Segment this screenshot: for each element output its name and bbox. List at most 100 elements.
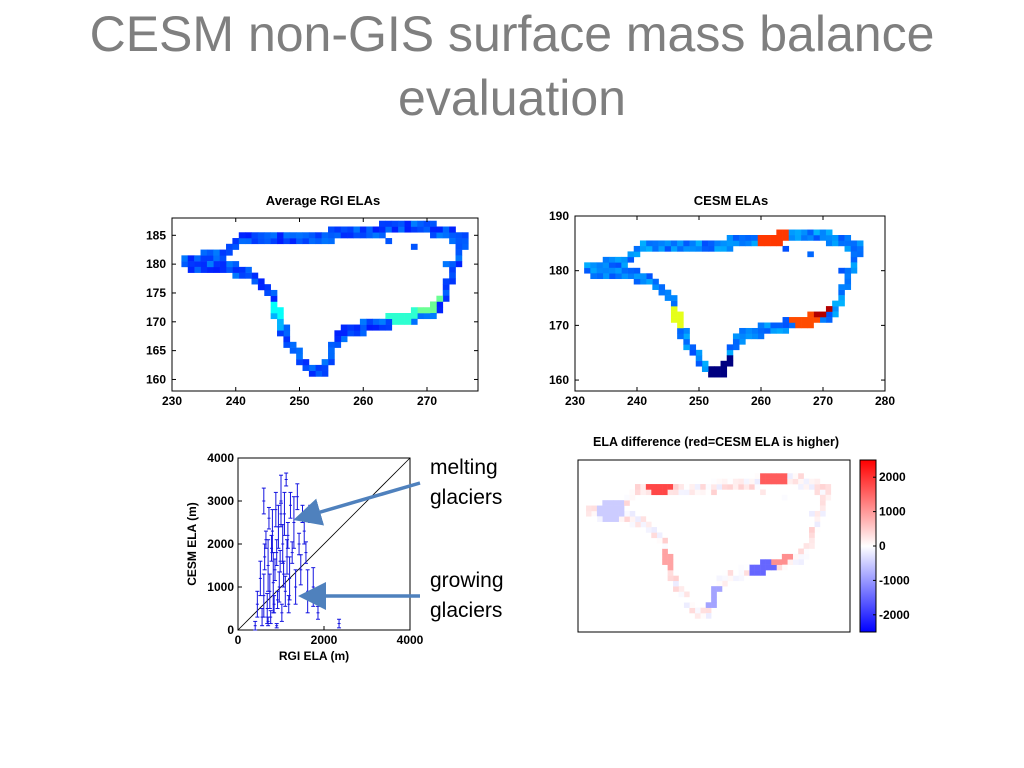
grid-cell [359,232,367,239]
grid-cell [726,349,734,356]
grid-cell [232,238,240,245]
grid-cell [739,327,746,334]
grid-cell [739,235,746,241]
grid-cell [726,355,734,362]
growing-glaciers-label: growing glaciers [430,566,504,626]
grid-cell [751,327,759,334]
grid-cell [283,330,291,337]
grid-cell [277,307,284,314]
grid-cell [596,262,604,269]
grid-cell [398,220,405,227]
grid-cell [754,564,761,571]
grid-cell [652,278,659,285]
grid-cell [257,284,265,291]
grid-cell [700,484,706,490]
x-tick-label: 270 [417,394,437,408]
grid-cell [787,559,794,565]
grid-cell [321,364,329,371]
grid-cell [436,232,444,239]
grid-cell [807,322,814,329]
grid-cell [850,251,858,258]
grid-cell [283,336,291,343]
grid-cell [423,307,431,314]
grid-cell [315,364,322,371]
grid-cell [639,245,647,252]
grid-cell [379,324,386,331]
grid-cell [608,267,616,274]
grid-cell [819,505,826,512]
y-axis-label: CESM ELA (m) [185,502,199,586]
grid-cell [809,543,815,549]
grid-cell [391,220,399,227]
grid-cell [257,238,265,245]
grid-cell [662,543,668,549]
colorbar-tick-label: -1000 [879,573,910,587]
grid-cell [334,226,342,233]
grid-cell [423,226,431,233]
grid-cell [651,532,658,539]
grid-cell [711,489,717,496]
grid-cell [689,602,696,608]
grid-cell [844,273,852,280]
grid-cell [436,226,444,233]
grid-cell [302,238,310,245]
grid-cell [639,240,647,247]
grid-cell [347,324,354,331]
grid-cell [340,330,348,337]
grid-cell [819,500,826,506]
grid-cell [732,484,739,490]
grid-cell [232,261,240,268]
grid-cell [745,327,752,334]
grid-cell [591,516,598,522]
grid-cell [627,273,635,280]
grid-cell [683,338,690,345]
grid-cell [624,516,630,522]
grid-cell [277,324,284,331]
grid-cell [765,564,772,571]
grid-cell [315,238,322,245]
grid-cell [634,516,641,522]
grid-cell [633,273,641,280]
grid-cell [430,307,437,314]
grid-cell [372,324,380,331]
grid-cell [714,240,721,247]
grid-cell [844,278,852,285]
grid-cell [765,478,772,485]
grid-cell [770,478,777,485]
grid-cell [596,267,604,274]
grid-cell [658,284,666,290]
grid-cell [245,238,252,245]
grid-cell [613,510,619,517]
grid-cell [200,255,208,262]
grid-cell [602,510,609,517]
growing-line-2: glaciers [430,599,503,622]
grid-cell [640,489,647,496]
grid-cell [645,484,652,490]
grid-cell [662,489,668,496]
grid-cell [615,256,622,263]
grid-cell [803,478,810,485]
grid-cell [825,494,832,501]
grid-cell [436,301,444,308]
grid-cell [656,532,663,539]
grid-cell [794,317,802,323]
grid-cell [745,333,752,340]
grid-cell [449,261,456,268]
grid-cell [430,220,437,227]
grid-cell [781,553,788,560]
grid-cell [226,266,233,273]
grid-cell [645,489,652,496]
grid-cells [586,473,832,619]
grid-cell [391,313,399,320]
grid-cell [673,489,679,496]
grid-cell [629,521,636,528]
grid-cell [584,267,591,274]
grid-cell [722,575,728,582]
grid-cell [809,510,815,517]
grid-cell [701,245,709,252]
grid-cell [596,505,603,512]
grid-cell [677,240,684,247]
grid-cell [711,596,717,603]
grid-cell [664,245,672,252]
grid-cell [705,613,712,619]
